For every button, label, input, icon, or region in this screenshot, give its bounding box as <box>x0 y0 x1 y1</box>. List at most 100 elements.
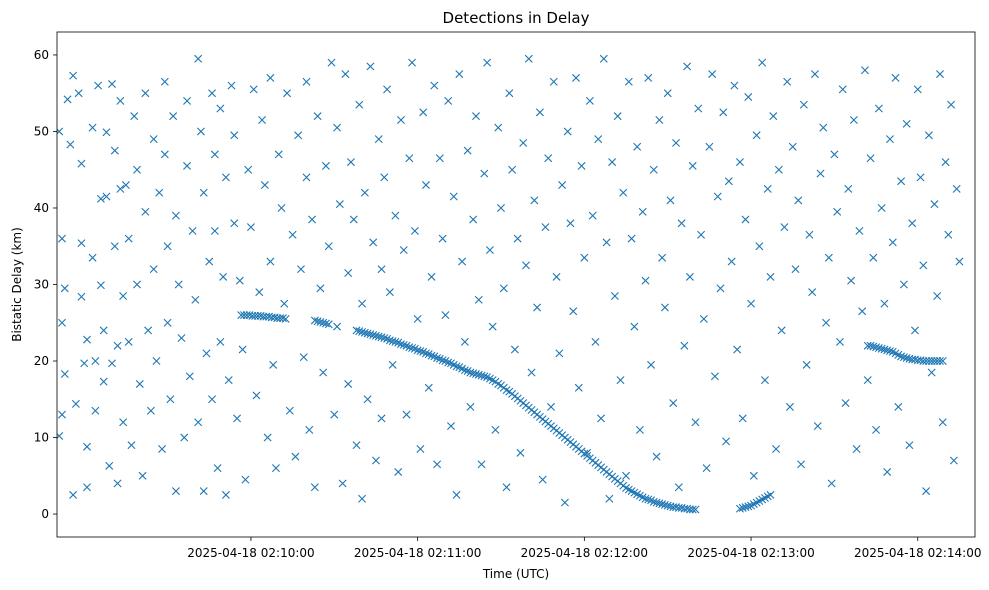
clutter-point-marker <box>538 475 547 484</box>
clutter-point-marker <box>624 77 633 86</box>
clutter-point-marker <box>199 188 208 197</box>
clutter-point-marker <box>785 402 794 411</box>
clutter-point-marker <box>810 70 819 79</box>
clutter-point-marker <box>127 441 136 450</box>
clutter-point-marker <box>672 138 681 147</box>
clutter-point-marker <box>133 280 142 289</box>
clutter-point-marker <box>933 291 942 300</box>
clutter-point-marker <box>599 54 608 63</box>
clutter-point-marker <box>202 349 211 358</box>
track-point-marker <box>452 362 461 371</box>
clutter-point-marker <box>510 345 519 354</box>
clutter-point-marker <box>83 442 91 451</box>
clutter-point-marker <box>260 181 269 190</box>
clutter-point-marker <box>877 203 886 212</box>
track-point-marker <box>380 334 389 343</box>
clutter-point-marker <box>869 253 878 262</box>
clutter-point-marker <box>563 127 572 136</box>
clutter-point-marker <box>133 165 142 174</box>
chart-title: Detections in Delay <box>443 9 590 27</box>
clutter-point-marker <box>238 345 247 354</box>
plot-area <box>57 54 964 514</box>
clutter-point-marker <box>183 161 192 170</box>
clutter-point-marker <box>824 253 833 262</box>
y-tick-label: 10 <box>34 431 49 445</box>
track-point-marker <box>444 358 453 367</box>
clutter-point-marker <box>166 395 175 404</box>
clutter-point-marker <box>58 234 66 243</box>
clutter-point-marker <box>752 131 761 140</box>
clutter-point-marker <box>335 200 344 209</box>
clutter-point-marker <box>394 467 403 476</box>
clutter-point-marker <box>783 77 792 86</box>
clutter-point-marker <box>183 96 192 105</box>
clutter-point-marker <box>705 142 714 151</box>
clutter-point-marker <box>849 116 858 124</box>
clutter-point-marker <box>833 207 842 216</box>
clutter-point-marker <box>244 165 253 174</box>
clutter-point-marker <box>88 253 97 262</box>
clutter-point-marker <box>69 71 78 80</box>
clutter-point-marker <box>841 399 850 408</box>
clutter-point-marker <box>688 161 697 170</box>
clutter-point-marker <box>580 253 589 262</box>
clutter-point-marker <box>385 288 394 297</box>
clutter-point-marker <box>483 58 492 67</box>
clutter-point-marker <box>438 234 447 243</box>
clutter-point-marker <box>902 119 911 128</box>
clutter-point-marker <box>269 360 278 369</box>
clutter-point-marker <box>105 461 114 470</box>
track-point-marker <box>321 319 330 328</box>
clutter-point-marker <box>302 77 311 86</box>
clutter-point-marker <box>346 158 355 167</box>
clutter-point-marker <box>808 288 817 297</box>
x-tick-label: 2025-04-18 02:13:00 <box>687 546 814 560</box>
clutter-point-marker <box>358 299 367 308</box>
y-tick-label: 0 <box>41 507 49 521</box>
clutter-point-marker <box>555 349 564 358</box>
clutter-point-marker <box>374 135 383 144</box>
clutter-point-marker <box>691 418 700 427</box>
track-point-marker <box>644 495 653 504</box>
track-point-marker <box>416 347 425 356</box>
clutter-point-marker <box>141 207 150 216</box>
clutter-point-marker <box>88 123 97 132</box>
clutter-point-marker <box>508 165 517 174</box>
clutter-point-marker <box>224 376 233 385</box>
clutter-point-marker <box>574 383 583 392</box>
clutter-point-marker <box>60 370 69 379</box>
clutter-point-marker <box>424 383 433 392</box>
clutter-point-marker <box>399 246 408 255</box>
track-point-marker <box>480 372 489 381</box>
clutter-point-marker <box>519 138 528 147</box>
clutter-point-marker <box>371 456 380 465</box>
clutter-point-marker <box>666 196 675 205</box>
clutter-point-marker <box>146 406 155 415</box>
clutter-point-marker <box>897 177 906 186</box>
clutter-point-marker <box>585 96 594 105</box>
clutter-point-marker <box>727 257 736 266</box>
clutter-point-marker <box>566 219 575 228</box>
clutter-point-marker <box>63 95 72 104</box>
clutter-point-marker <box>263 433 272 442</box>
clutter-point-marker <box>622 471 631 480</box>
clutter-point-marker <box>241 475 250 484</box>
clutter-point-marker <box>102 128 111 137</box>
clutter-point-marker <box>522 261 530 270</box>
clutter-point-marker <box>288 230 297 239</box>
x-axis-label: Time (UTC) <box>482 567 549 581</box>
track-point-marker <box>427 351 436 360</box>
clutter-point-marker <box>108 80 117 89</box>
clutter-point-marker <box>352 441 361 450</box>
clutter-point-marker <box>922 487 931 496</box>
track-point-marker <box>278 314 287 323</box>
clutter-point-marker <box>291 452 300 461</box>
clutter-point-marker <box>221 490 230 499</box>
clutter-point-marker <box>277 203 286 212</box>
clutter-point-marker <box>702 464 711 473</box>
clutter-point-marker <box>208 395 217 404</box>
clutter-point-marker <box>541 223 550 232</box>
clutter-point-marker <box>480 169 489 178</box>
clutter-point-marker <box>697 230 706 239</box>
clutter-point-marker <box>174 280 183 289</box>
